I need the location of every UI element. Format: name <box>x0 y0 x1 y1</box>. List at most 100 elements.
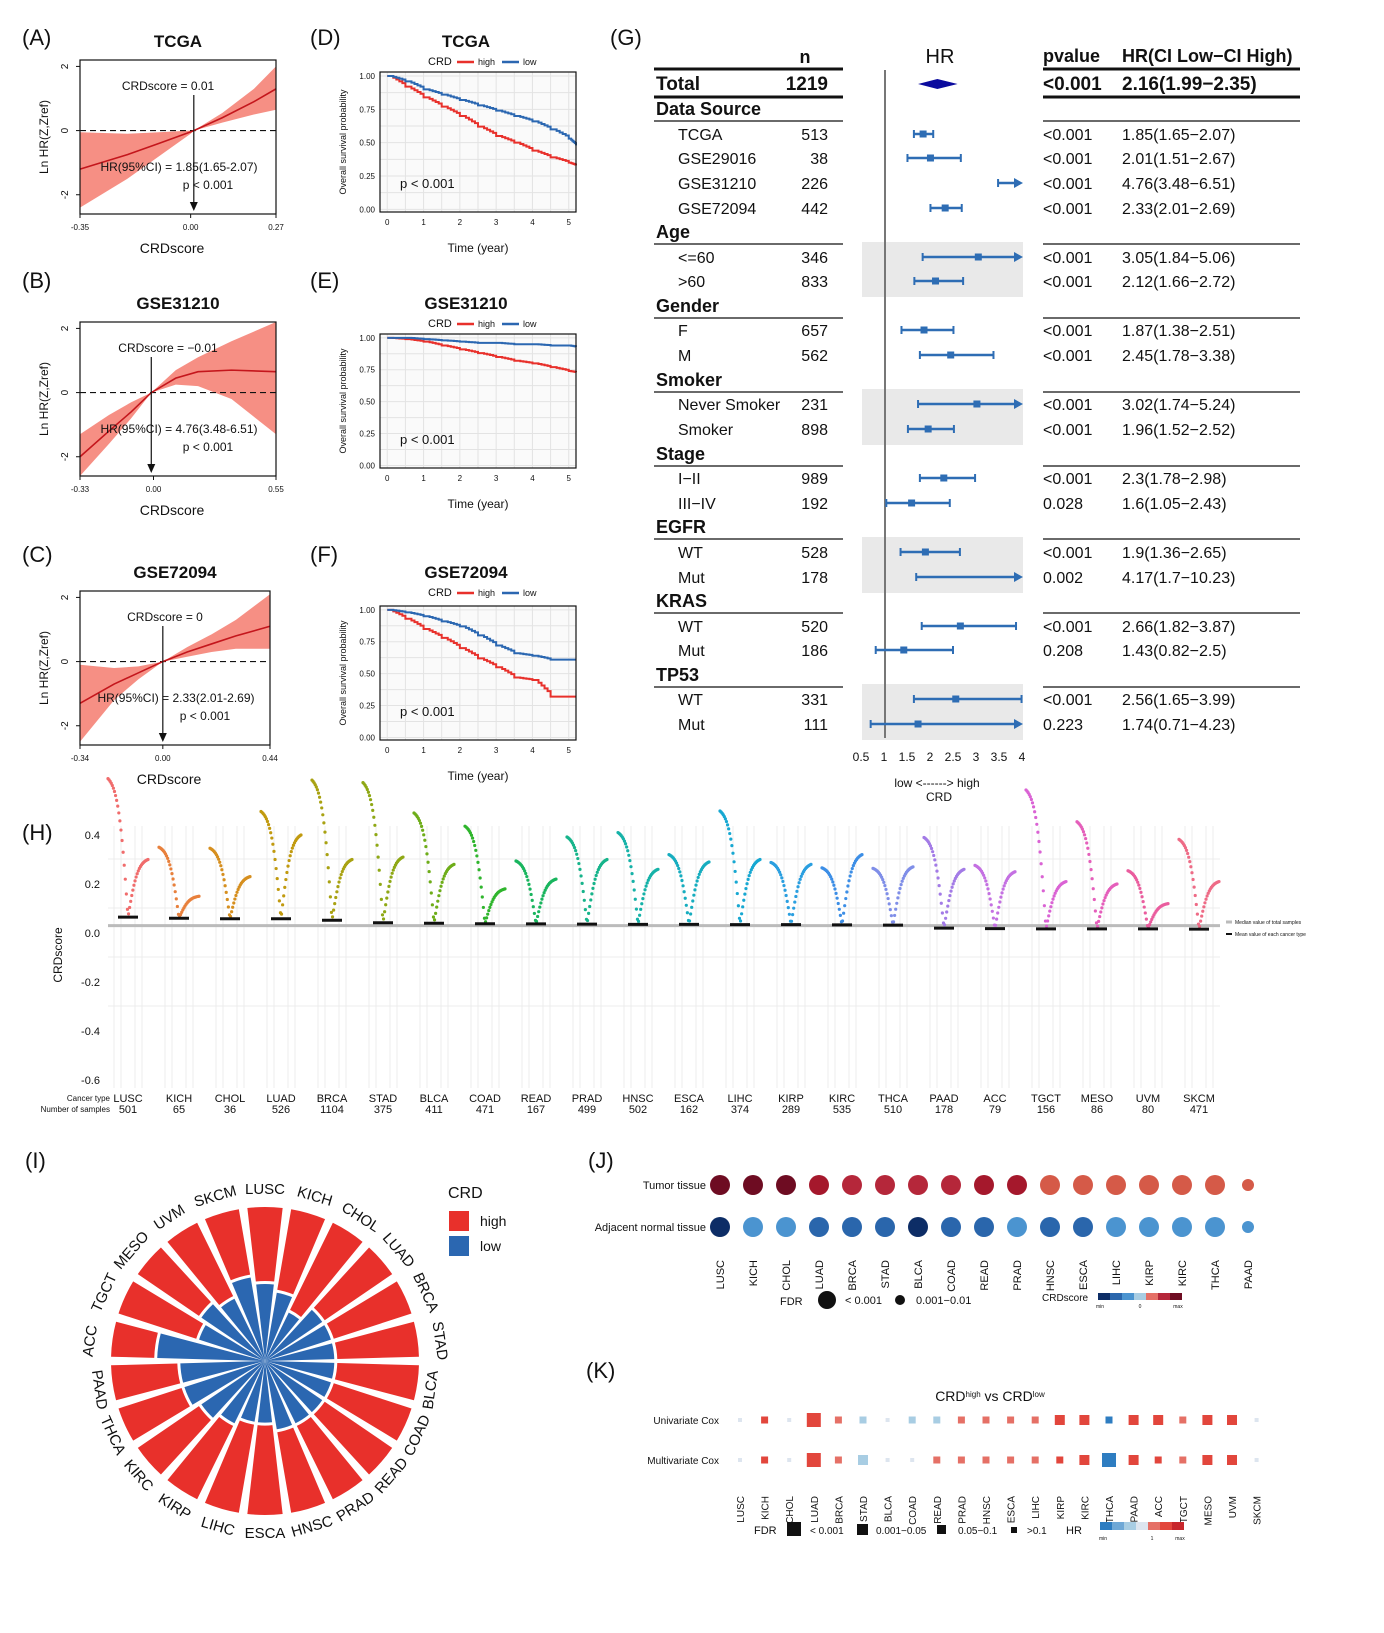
chart-j-category-label: PRAD <box>1012 1260 1024 1291</box>
chart-h-sample-count: 526 <box>272 1104 290 1116</box>
chart-h-category-label: CHOL <box>215 1093 246 1105</box>
chart-i-bar-high <box>204 1209 251 1281</box>
chart-h-point <box>932 853 936 858</box>
chart-a-cutoff-arrowhead <box>189 202 198 211</box>
chart-k-univariate-cell <box>1105 1416 1113 1424</box>
chart-k-hr-swatch <box>1136 1522 1148 1530</box>
forest-point <box>956 622 964 630</box>
chart-h-point <box>583 908 587 912</box>
forest-row-pvalue: <0.001 <box>1043 201 1092 218</box>
chart-b-ytick-label: 2 <box>60 325 71 331</box>
chart-i-bar-low <box>201 1304 265 1361</box>
chart-j-normal-dot <box>743 1217 763 1237</box>
chart-h-point <box>378 882 382 886</box>
chart-h-point <box>168 863 172 867</box>
chart-h-point <box>118 819 122 823</box>
chart-i-bar-high <box>167 1416 234 1500</box>
chart-i-bar-low <box>265 1292 293 1361</box>
chart-h-point <box>896 896 900 900</box>
chart-h-point <box>129 899 133 903</box>
forest-row-pvalue: <0.001 <box>1043 619 1092 636</box>
chart-j-crdscore-swatch <box>1110 1293 1122 1300</box>
chart-h-point <box>733 869 737 874</box>
chart-h-point <box>337 880 341 884</box>
chart-h-point <box>1080 827 1085 831</box>
chart-k-univariate-cell <box>1202 1415 1213 1425</box>
forest-row-ci: 2.56(1.65−3.99) <box>1122 692 1235 709</box>
chart-h-point <box>895 901 899 905</box>
chart-e-p-text: p < 0.001 <box>400 432 455 447</box>
forest-row-pvalue: <0.001 <box>1043 274 1092 291</box>
chart-k-title-part: vs CRD <box>981 1388 1033 1404</box>
chart-a-ylabel: Ln HR(Z,Zref) <box>37 100 51 174</box>
chart-h-point <box>435 905 439 909</box>
chart-i-bar-high <box>137 1406 211 1475</box>
chart-k-univariate-cell <box>1179 1416 1187 1424</box>
chart-h-sample-count: 471 <box>476 1104 494 1116</box>
chart-j-normal-dot <box>1139 1217 1159 1237</box>
chart-k-fdr-label-3: 0.05−0.1 <box>958 1526 998 1537</box>
chart-h-point <box>532 911 536 916</box>
chart-h-point <box>266 822 271 827</box>
forest-group-label: Stage <box>656 444 705 464</box>
chart-h-point <box>734 880 738 884</box>
chart-h-point <box>330 915 335 919</box>
chart-j-crdscore-swatch <box>1170 1293 1182 1300</box>
chart-k-multivariate-cell <box>1031 1456 1039 1464</box>
chart-i-category-label: LUSC <box>245 1181 285 1198</box>
forest-row-pvalue: <0.001 <box>1043 151 1092 168</box>
chart-h-point <box>1028 795 1032 799</box>
chart-h-point <box>689 912 693 916</box>
chart-h-point <box>1137 883 1141 887</box>
forest-header-ci: HR(CI Low−CI High) <box>1122 46 1292 66</box>
chart-h-point <box>1101 902 1105 906</box>
chart-h-point <box>630 872 634 876</box>
chart-f-ytick-label: 1.00 <box>359 606 375 615</box>
chart-j-fdr-title: FDR <box>780 1296 803 1308</box>
chart-h-point <box>120 838 124 843</box>
chart-h-point <box>588 904 592 909</box>
chart-h-category-label: BRCA <box>317 1093 348 1105</box>
chart-h-point <box>528 887 532 891</box>
chart-h-sample-count: 167 <box>527 1104 545 1116</box>
chart-h-point <box>741 905 745 909</box>
chart-a-ytick-label: 0 <box>60 127 71 133</box>
chart-k-fdr-swatch-2 <box>857 1524 868 1535</box>
chart-h-sample-count: 535 <box>833 1104 851 1116</box>
chart-h-point <box>374 833 378 837</box>
chart-b-ytick-label: -2 <box>60 452 71 461</box>
chart-h-point <box>377 868 381 872</box>
chart-h-point <box>531 905 535 909</box>
chart-h-point <box>884 887 888 892</box>
chart-h-point <box>375 843 379 847</box>
chart-j-tumor-dot <box>776 1175 796 1195</box>
chart-h-point <box>367 794 372 798</box>
chart-j-tumor-dot <box>1242 1179 1254 1191</box>
chart-h-point <box>1092 897 1096 902</box>
chart-h-point <box>937 884 941 888</box>
chart-h-point <box>385 896 389 900</box>
chart-h-point <box>891 920 896 924</box>
chart-h-point <box>124 892 128 896</box>
chart-h-point <box>232 901 236 905</box>
forest-row-ci: 1.85(1.65−2.07) <box>1122 127 1235 144</box>
chart-h-point <box>442 874 446 878</box>
chart-k-title: CRDhigh vs CRDlow <box>935 1388 1045 1404</box>
forest-row-n: 562 <box>801 348 828 365</box>
chart-k-hr-swatch <box>1112 1522 1124 1530</box>
chart-f-ytick-label: 0.25 <box>359 702 375 711</box>
chart-h-point <box>571 843 576 847</box>
chart-h-point <box>581 889 585 894</box>
forest-row-n: 331 <box>801 692 828 709</box>
chart-h-point <box>523 869 527 873</box>
chart-j-normal-dot <box>842 1217 862 1237</box>
chart-i-bar-high <box>296 1416 363 1500</box>
chart-k-fdr-label-1: < 0.001 <box>810 1526 844 1537</box>
chart-h-point <box>1203 901 1207 905</box>
chart-h-point <box>799 874 803 878</box>
chart-h-legend-mean: Mean value of each cancer type <box>1235 932 1306 938</box>
chart-k-multivariate-cell <box>761 1456 769 1464</box>
chart-k-univariate-cell <box>885 1418 890 1422</box>
chart-h-sample-count: 411 <box>425 1104 443 1116</box>
chart-i-bar-low <box>265 1361 323 1413</box>
